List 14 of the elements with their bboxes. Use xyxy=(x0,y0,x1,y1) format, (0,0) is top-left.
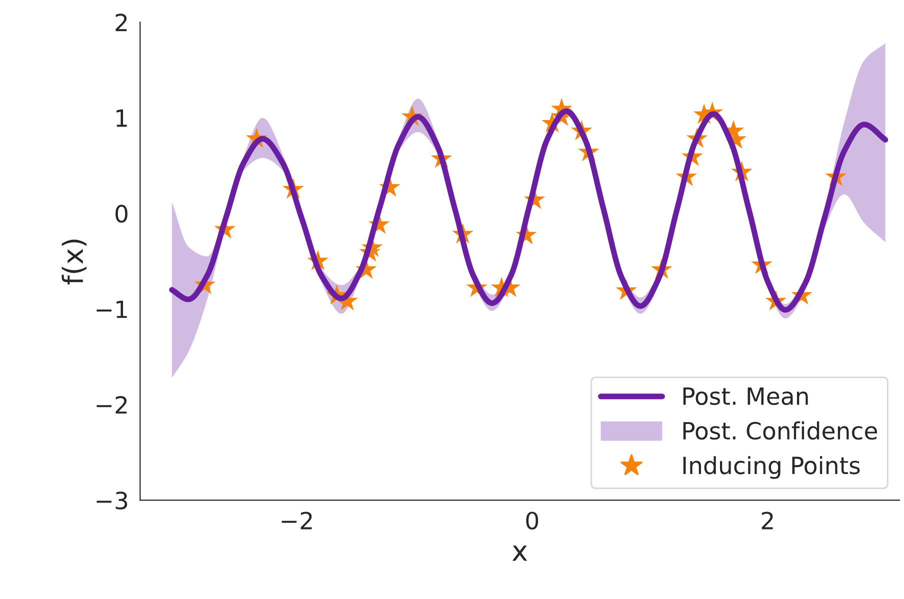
y-tick-label: 0 xyxy=(116,204,128,223)
legend-label: Post. Mean xyxy=(683,387,808,406)
legend-label: Inducing Points xyxy=(683,456,860,479)
y-tick-label: −3 xyxy=(96,492,128,510)
x-tick-label: 0 xyxy=(526,512,538,530)
y-tick-label: −2 xyxy=(96,396,127,414)
y-axis-title: f(x) xyxy=(62,240,87,284)
annotation: Post. Confidence xyxy=(683,421,877,440)
x-tick-label: −2 xyxy=(282,512,312,530)
y-tick-label: 2 xyxy=(116,14,127,32)
y-tick-label: 1 xyxy=(116,110,127,127)
x-axis-title: x xyxy=(512,546,528,561)
x-tick-label: 2 xyxy=(762,512,773,530)
y-tick-label: −1 xyxy=(96,300,127,318)
